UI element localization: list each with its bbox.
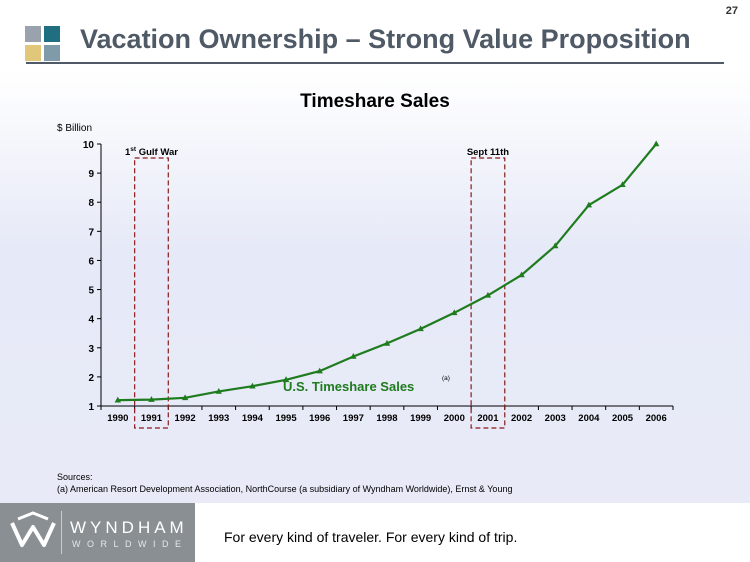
slide: 27 Vacation Ownership – Strong Value Pro… (0, 0, 750, 503)
tagline: For every kind of traveler. For every ki… (224, 529, 518, 545)
sources-heading: Sources: (57, 472, 93, 482)
footer-brand-sub: WORLDWIDE (72, 539, 188, 549)
y-tick-label: 1 (88, 402, 94, 413)
wyndham-w-icon (6, 511, 62, 554)
data-point (350, 353, 357, 359)
y-tick-label: 5 (88, 286, 94, 297)
highlight-box (134, 157, 169, 429)
highlight-box (470, 157, 506, 429)
y-tick-label: 8 (88, 198, 94, 209)
x-tick-label: 1998 (376, 413, 397, 424)
y-tick-label: 2 (88, 373, 94, 384)
wyndham-logo: WYNDHAM WORLDWIDE (0, 503, 195, 562)
series-label-note: (a) (442, 375, 450, 382)
y-tick-label: 7 (88, 227, 94, 238)
x-tick-label: 1991 (141, 413, 163, 424)
y-tick-label: 4 (88, 315, 94, 326)
x-tick-label: 1996 (309, 413, 330, 424)
data-point (451, 309, 458, 316)
y-axis-label: $ Billion (57, 123, 92, 134)
timeshare-sales-chart: $ Billion 1 2 3 4 5 6 7 8 9 10 1990 1991 1992 1993 1994… (57, 123, 674, 429)
x-tick-label: 1994 (242, 413, 264, 424)
data-point (181, 394, 189, 401)
data-point (282, 376, 290, 383)
series-line (117, 143, 658, 402)
sources: Sources: (a) American Resort Development… (57, 471, 512, 495)
brand-squares-icon (25, 26, 61, 62)
x-tick-label: 2002 (511, 413, 532, 424)
data-point (518, 271, 525, 278)
title-divider (26, 62, 724, 64)
x-tick-label: 1990 (107, 413, 128, 424)
page-number: 27 (725, 5, 738, 17)
x-tick-label: 2006 (646, 413, 667, 424)
x-tick-label: 2005 (612, 413, 634, 424)
data-point (114, 396, 122, 403)
data-point (552, 242, 559, 249)
data-point (619, 181, 626, 188)
x-tick-label: 1995 (275, 413, 297, 424)
y-tick-label: 10 (83, 140, 95, 151)
x-tick-label: 1997 (343, 413, 364, 424)
x-tick-label: 1999 (410, 413, 431, 424)
series-label: U.S. Timeshare Sales (283, 379, 414, 394)
footer-brand: WYNDHAM (70, 518, 188, 537)
x-tick-label: 2004 (578, 413, 600, 424)
highlight-label: Sept 11th (467, 147, 509, 158)
data-point (484, 291, 492, 298)
y-tick-label: 3 (88, 344, 94, 355)
x-tick-label: 2001 (477, 413, 499, 424)
data-point (585, 201, 593, 208)
x-tick-label: 1993 (208, 413, 229, 424)
x-tick-label: 2003 (545, 413, 566, 424)
data-point (215, 387, 222, 394)
footer: WYNDHAM WORLDWIDE For every kind of trav… (0, 503, 750, 562)
slide-title: Vacation Ownership – Strong Value Propos… (80, 24, 691, 54)
chart-title: Timeshare Sales (300, 91, 450, 112)
data-point (148, 396, 155, 402)
data-point (316, 367, 323, 374)
data-point (383, 339, 391, 346)
y-tick-label: 9 (88, 169, 94, 180)
data-point (652, 140, 660, 147)
source-note-a: (a) American Resort Development Associat… (57, 484, 513, 494)
y-tick-label: 6 (88, 256, 94, 267)
data-point (417, 325, 424, 332)
highlight-label: 1st Gulf War (125, 146, 178, 158)
data-point (249, 382, 256, 389)
x-tick-label: 2000 (444, 413, 465, 424)
x-tick-label: 1992 (175, 413, 196, 424)
